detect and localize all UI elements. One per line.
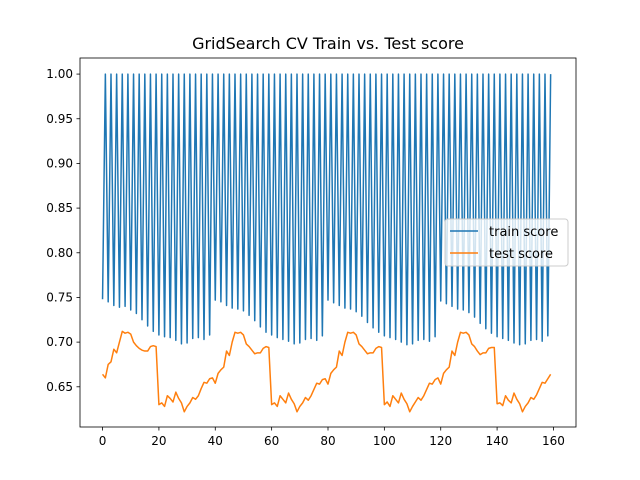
- plot-area: [101, 73, 552, 413]
- x-tick-label: 120: [429, 434, 452, 448]
- series-line-test-score: [101, 330, 552, 413]
- y-tick-label: 0.65: [46, 380, 73, 394]
- y-tick-label: 0.75: [46, 290, 73, 304]
- axes-frame: [79, 57, 577, 428]
- x-tick-label: 80: [320, 434, 335, 448]
- legend-label-train: train score: [489, 225, 558, 240]
- x-tick-label: 100: [373, 434, 396, 448]
- y-tick-label: 0.85: [46, 201, 73, 215]
- x-tick-label: 40: [208, 434, 223, 448]
- x-tick-label: 20: [151, 434, 166, 448]
- legend: train score test score: [444, 218, 569, 267]
- x-tick-label: 60: [264, 434, 279, 448]
- y-axis: 0.65 0.70 0.75 0.80 0.85 0.90 0.95 1.00: [46, 67, 80, 394]
- x-tick-label: 160: [542, 434, 565, 448]
- y-tick-label: 0.80: [46, 246, 73, 260]
- y-tick-label: 0.90: [46, 156, 73, 170]
- y-tick-label: 0.70: [46, 335, 73, 349]
- y-tick-label: 1.00: [46, 67, 73, 81]
- chart-title: GridSearch CV Train vs. Test score: [192, 34, 464, 53]
- series-line-train-score: [101, 73, 552, 346]
- x-tick-label: 0: [99, 434, 107, 448]
- x-axis: 0 20 40 60 80 100 120 140 160: [99, 427, 565, 448]
- x-tick-label: 140: [486, 434, 509, 448]
- legend-label-test: test score: [489, 247, 553, 262]
- y-tick-label: 0.95: [46, 112, 73, 126]
